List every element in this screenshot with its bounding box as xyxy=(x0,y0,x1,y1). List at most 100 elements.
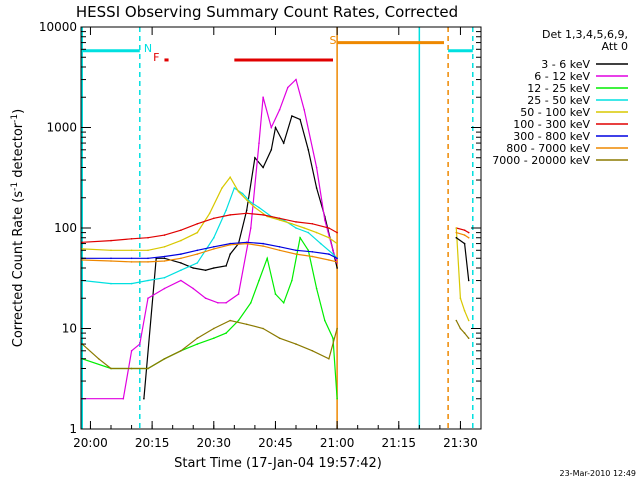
late-series-1-point xyxy=(459,297,462,300)
series-8-point xyxy=(196,337,199,340)
series-5-point xyxy=(229,214,231,216)
series-3-point xyxy=(295,227,297,229)
series-8-point xyxy=(180,350,182,352)
series-5-point xyxy=(110,239,112,242)
y-tick-label: 10 xyxy=(62,322,77,336)
series-3-point xyxy=(130,282,133,285)
series-4-point xyxy=(336,242,338,245)
series-5-point xyxy=(81,241,83,244)
series-7-point xyxy=(180,257,182,260)
series-4 xyxy=(81,176,338,252)
series-0-point xyxy=(336,267,338,269)
x-tick-label: 20:00 xyxy=(73,436,108,450)
series-3-point xyxy=(163,276,166,279)
series-0-point xyxy=(229,253,231,255)
series-1-point xyxy=(237,293,240,295)
series-1-point xyxy=(122,397,125,400)
series-3-point xyxy=(225,209,227,212)
series-4-line xyxy=(82,176,338,251)
late-series-2-point xyxy=(467,236,470,239)
series-7 xyxy=(81,242,338,263)
series-1-point xyxy=(180,279,182,282)
y-tick-label: 100 xyxy=(54,221,77,235)
series-1-point xyxy=(147,297,149,300)
series-5-point xyxy=(213,217,215,220)
late-series-1-line xyxy=(455,227,470,321)
series-2-point xyxy=(315,287,318,290)
y-axis-title-part-2: detector xyxy=(11,122,26,182)
series-2-point xyxy=(250,302,252,304)
series-1-point xyxy=(332,249,334,252)
series-3-point xyxy=(332,253,334,255)
late-series-3-point xyxy=(463,332,466,334)
series-7-point xyxy=(81,259,83,261)
series-5-point xyxy=(163,234,166,236)
series-0-point xyxy=(291,115,293,117)
series-0-point xyxy=(213,267,215,269)
x-tick-label: 20:45 xyxy=(258,436,293,450)
series-5-point xyxy=(311,223,314,225)
series-7-point xyxy=(196,253,199,255)
series-4-point xyxy=(254,206,256,209)
series-7-point xyxy=(229,244,231,246)
series-5-point xyxy=(130,238,133,240)
series-5-point xyxy=(295,221,297,223)
legend-label-6: 300 - 800 keV xyxy=(513,130,590,143)
series-2-point xyxy=(336,397,338,400)
series-0-point xyxy=(307,149,310,151)
series-7-point xyxy=(278,249,281,252)
series-8-point xyxy=(311,350,314,352)
series-6-line xyxy=(82,241,338,259)
series-4-point xyxy=(110,249,112,252)
series-3-point xyxy=(147,279,149,282)
late-series-3-point xyxy=(455,319,458,322)
series-1-point xyxy=(303,109,306,111)
series-8-point xyxy=(328,358,330,360)
series-3-point xyxy=(307,231,310,234)
late-series-3-point xyxy=(467,337,470,340)
late-series-2-point xyxy=(455,231,458,234)
series-4-point xyxy=(163,246,166,248)
series-6 xyxy=(81,241,338,260)
series-2-point xyxy=(332,337,334,340)
series-6-point xyxy=(262,242,264,245)
series-4-point xyxy=(303,227,306,229)
series-5-point xyxy=(147,236,149,239)
series-7-point xyxy=(110,260,112,262)
series-1-point xyxy=(192,287,194,290)
late-series-2-line xyxy=(456,232,470,239)
series-0 xyxy=(143,115,338,400)
series-0-point xyxy=(254,157,256,159)
series-8-point xyxy=(262,327,264,330)
series-5-point xyxy=(180,229,182,231)
series-7-point xyxy=(311,255,314,258)
y-axis-title-sup-1: -1 xyxy=(10,182,20,191)
series-6-point xyxy=(328,253,330,255)
series-0-point xyxy=(143,397,145,400)
y-tick-label: 10000 xyxy=(39,20,77,34)
series-1-point xyxy=(270,126,273,129)
series-7-point xyxy=(163,260,166,262)
series-4-point xyxy=(291,223,293,225)
series-4-point xyxy=(196,231,199,234)
series-2-point xyxy=(237,319,240,322)
x-tick-label: 21:00 xyxy=(320,436,355,450)
x-tick-label: 21:30 xyxy=(443,436,478,450)
series-3 xyxy=(81,187,338,285)
x-tick-label: 20:15 xyxy=(135,436,170,450)
series-6-point xyxy=(295,249,297,252)
late-series-0-point xyxy=(467,231,470,234)
legend-header-line-2: Att 0 xyxy=(602,40,628,53)
series-7-point xyxy=(147,261,149,263)
series-1-point xyxy=(262,96,264,98)
series-0-point xyxy=(270,149,273,151)
series-4-point xyxy=(81,248,83,250)
x-axis-title: Start Time (17-Jan-04 19:57:42) xyxy=(174,456,382,471)
series-6-point xyxy=(180,253,182,255)
late-series-2 xyxy=(455,231,470,239)
series-7-point xyxy=(328,259,330,261)
late-series-4 xyxy=(455,236,470,282)
y-axis-title-part-1: Corrected Count Rate (s xyxy=(11,191,26,348)
series-1-point xyxy=(295,78,297,81)
